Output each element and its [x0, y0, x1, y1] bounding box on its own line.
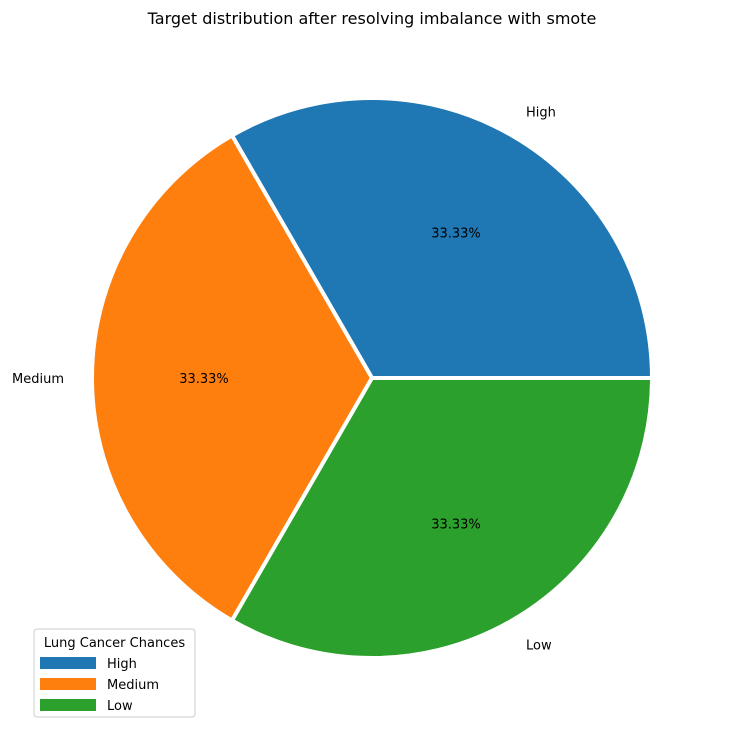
pie-slices [90, 96, 654, 660]
legend-frame [33, 628, 196, 718]
legend-title: Lung Cancer Chances [44, 636, 185, 651]
pie-slice-high [230, 96, 654, 380]
pie-category-label: Medium [12, 372, 64, 387]
pie-labels: 33.33% High 33.33% Medium 33.33% Low [12, 105, 556, 653]
legend: Lung Cancer Chances High Medium Low [33, 628, 196, 718]
legend-swatch-medium [40, 678, 96, 690]
pie-category-label: Low [526, 639, 552, 654]
pie-percent-label: 33.33% [431, 227, 481, 242]
legend-swatch-high [40, 657, 96, 669]
pie-slice-medium [90, 133, 374, 623]
pie-slice-low [230, 376, 654, 660]
legend-entries: High Medium Low [40, 657, 159, 714]
legend-swatch-low [40, 699, 96, 711]
chart-title: Target distribution after resolving imba… [147, 9, 597, 28]
pie-category-label: High [526, 105, 556, 120]
pie-percent-label: 33.33% [179, 372, 229, 387]
legend-label-medium: Medium [107, 678, 159, 693]
pie-percent-label: 33.33% [431, 517, 481, 532]
legend-label-low: Low [107, 699, 133, 714]
legend-label-high: High [107, 657, 137, 672]
